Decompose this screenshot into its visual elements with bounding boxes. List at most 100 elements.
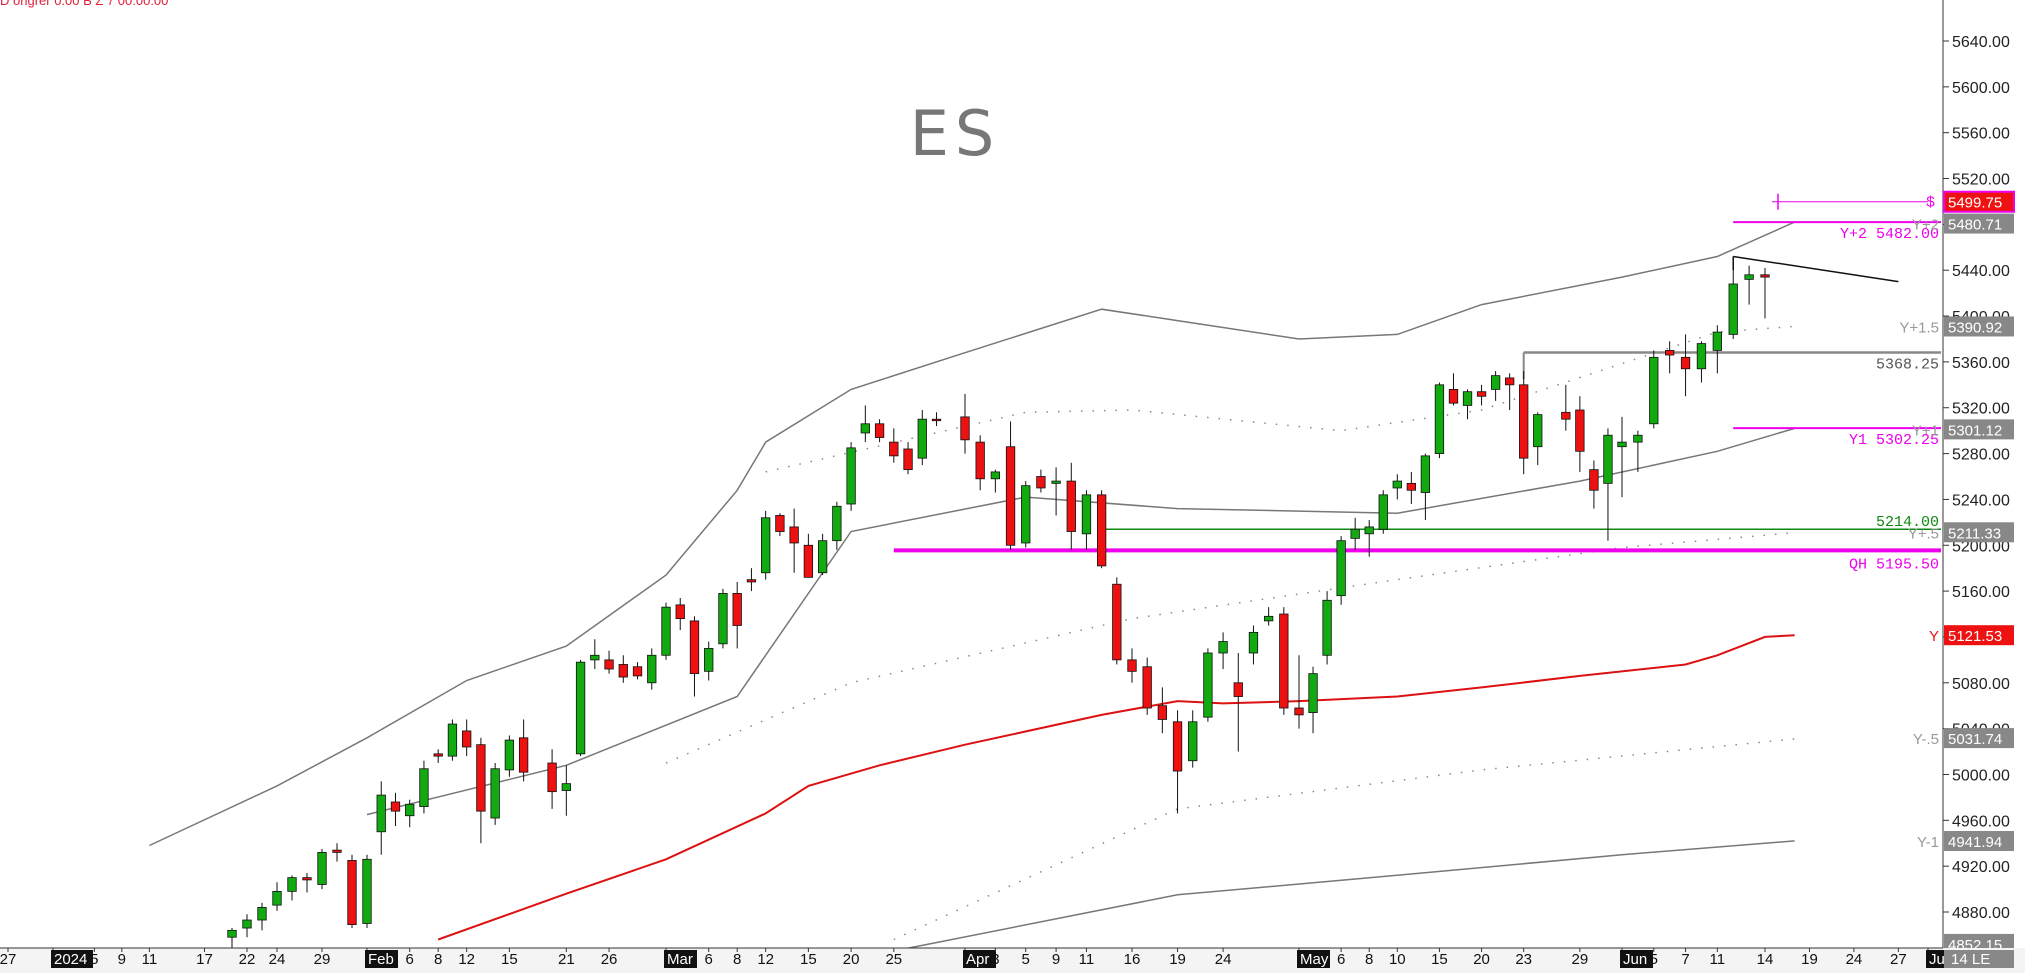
candle-body xyxy=(227,929,237,938)
x-tick-label: 8 xyxy=(733,951,741,968)
price-marker-symbol: $ xyxy=(1926,195,1935,212)
x-tick-label: 23 xyxy=(1515,951,1532,968)
y-tick-label: 4880.00 xyxy=(1952,905,2010,922)
candle-body xyxy=(661,606,671,656)
x-tick-label: 21 xyxy=(558,951,575,968)
x-tick-label: 12 xyxy=(458,951,475,968)
candle-body xyxy=(390,801,401,812)
candle-body xyxy=(1364,526,1374,535)
x-tick-label: 19 xyxy=(1801,951,1818,968)
candle-body xyxy=(1336,540,1346,597)
candle-body xyxy=(1519,384,1529,459)
dotted-band-Y5 xyxy=(665,531,1795,764)
x-tick-label: 26 xyxy=(601,951,618,968)
candle-body xyxy=(1505,377,1515,386)
axis-tag-label: 5390.92 xyxy=(1948,319,2002,336)
band-line-Y15 xyxy=(366,427,1795,816)
x-month-box xyxy=(1297,950,1330,968)
x-tick-label: 25 xyxy=(885,951,902,968)
candle-body xyxy=(889,441,899,457)
candle-body xyxy=(405,803,415,817)
candle-body xyxy=(1051,480,1061,484)
x-month-label: Mar xyxy=(667,951,693,968)
candle-body xyxy=(1203,652,1213,718)
axis-tag-label: 5301.12 xyxy=(1948,422,2002,439)
x-tick-label: 7 xyxy=(1681,951,1689,968)
candle-body xyxy=(1392,480,1402,489)
candle-body xyxy=(1476,391,1487,397)
x-month-box xyxy=(963,950,996,968)
candle-body xyxy=(1760,274,1770,278)
candle-body xyxy=(874,423,885,438)
x-tick-label: 5 xyxy=(1022,951,1030,968)
axis-tag-label: 4941.94 xyxy=(1948,834,2002,851)
x-month-label: May xyxy=(1300,951,1329,968)
candle-body xyxy=(1406,482,1416,491)
x-tick-label: 16 xyxy=(1124,951,1141,968)
x-tick-label: 11 xyxy=(1079,951,1095,968)
candle-body xyxy=(272,890,282,906)
axis-tag-label: 5031.74 xyxy=(1948,731,2002,748)
candle-body xyxy=(590,654,600,661)
x-tick-label: 24 xyxy=(269,951,286,968)
x-tick-label: 20 xyxy=(1473,951,1490,968)
candle-body xyxy=(1617,441,1627,448)
axis-tag-box xyxy=(1944,316,2014,337)
candle-body xyxy=(1233,682,1243,697)
candle-body xyxy=(1172,721,1183,772)
axis-tag-label: 5499.75 xyxy=(1948,195,2002,212)
x-tick-label: 27 xyxy=(1890,951,1907,968)
candle-body xyxy=(1248,631,1259,654)
axis-tag-box xyxy=(1943,190,2015,213)
candle-body xyxy=(1112,583,1122,661)
x-tick-label: 29 xyxy=(314,951,331,968)
candle-body xyxy=(1081,494,1092,535)
candle-body xyxy=(960,416,970,441)
candle-body xyxy=(704,648,714,672)
axis-tag-box xyxy=(1944,419,2014,440)
candle-body xyxy=(1575,409,1585,452)
x-month-label: Feb xyxy=(368,951,394,968)
candle-body xyxy=(1157,705,1168,720)
candle-body xyxy=(990,471,1001,480)
x-tick-label: 11 xyxy=(1710,951,1726,968)
candle-body xyxy=(775,515,785,532)
y-tick-label: 4960.00 xyxy=(1952,813,2010,830)
y-tick-label: 5600.00 xyxy=(1952,80,2010,97)
candle-body xyxy=(1696,343,1707,370)
x-month-box xyxy=(1620,950,1653,968)
candle-body xyxy=(302,877,312,881)
candle-body xyxy=(1420,455,1431,493)
candle-body xyxy=(447,723,458,757)
candle-body xyxy=(647,654,657,684)
x-tick-label: 6 xyxy=(1337,951,1345,968)
candle-body xyxy=(832,505,842,542)
candle-body xyxy=(1533,414,1543,448)
candle-body xyxy=(1665,350,1675,356)
candle-body xyxy=(903,448,913,471)
axis-tag-box xyxy=(1944,522,2014,543)
candle-body xyxy=(362,858,372,924)
y-tick-label: 5560.00 xyxy=(1952,126,2010,143)
axis-tag-box xyxy=(1944,831,2014,852)
dotted-band-Y5 xyxy=(893,738,1795,941)
candle-body xyxy=(490,768,500,819)
candle-body xyxy=(846,447,856,505)
axis-tag-label: 5480.71 xyxy=(1948,217,2002,234)
candle-body xyxy=(1308,673,1318,713)
x-tick-label: 12 xyxy=(757,951,774,968)
x-end-tag-label: 14 LE xyxy=(1951,951,1990,968)
candle-body xyxy=(287,877,297,892)
moving-average-line xyxy=(437,634,1795,941)
y-tick-label: 4920.00 xyxy=(1952,859,2010,876)
axis-tag-prefix: Y+1.5 xyxy=(1899,319,1939,336)
candle-body xyxy=(1649,356,1659,425)
x-tick-label: 15 xyxy=(800,951,817,968)
x-tick-label: 8 xyxy=(1365,951,1373,968)
candle-body xyxy=(1712,331,1722,351)
candle-body xyxy=(1680,356,1691,370)
band-line-Y2 xyxy=(149,221,1795,847)
axis-tag-prefix: Y xyxy=(1929,628,1939,645)
candle-body xyxy=(803,544,814,578)
